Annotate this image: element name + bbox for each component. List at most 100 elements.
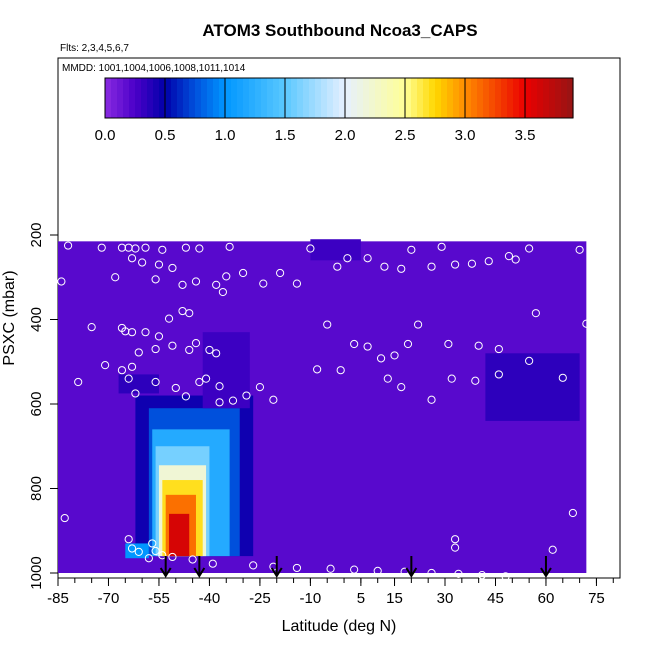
colorbar-segment bbox=[195, 78, 202, 118]
observation-point bbox=[238, 268, 248, 278]
observation-point bbox=[447, 374, 456, 383]
colorbar-segment bbox=[507, 78, 514, 118]
observation-point bbox=[127, 328, 137, 337]
colorbar-segment bbox=[309, 78, 316, 118]
observation-point bbox=[205, 345, 214, 355]
observation-point bbox=[525, 356, 534, 366]
colorbar-tick-label: 1.5 bbox=[275, 127, 296, 144]
observation-point bbox=[548, 545, 557, 554]
observation-point bbox=[494, 370, 503, 379]
colorbar-segment bbox=[513, 78, 520, 118]
x-axis: -85 -70 -55 -40 -25 -10 5 15 30 45 60 75 bbox=[47, 578, 614, 607]
colorbar-segment bbox=[537, 78, 544, 118]
x-tick-label: -10 bbox=[300, 590, 322, 607]
y-tick-label: 800 bbox=[28, 476, 45, 501]
observation-point bbox=[168, 341, 177, 350]
observation-point bbox=[208, 559, 217, 568]
flight-arrow bbox=[159, 556, 172, 578]
observation-point bbox=[350, 339, 359, 349]
observation-point bbox=[151, 344, 160, 354]
observation-point bbox=[195, 377, 204, 387]
colorbar-segment bbox=[249, 78, 256, 118]
observation-point bbox=[101, 361, 110, 370]
observation-point bbox=[363, 342, 372, 351]
colorbar-segment bbox=[495, 78, 502, 118]
colorbar-segment bbox=[423, 78, 430, 118]
colorbar-segment bbox=[561, 78, 568, 118]
observation-point bbox=[134, 547, 143, 556]
observation-point bbox=[306, 244, 315, 253]
colorbar-segment bbox=[489, 78, 496, 118]
observation-point bbox=[138, 258, 147, 267]
observation-point bbox=[97, 243, 106, 252]
observation-point bbox=[474, 341, 483, 350]
x-tick-label: 30 bbox=[437, 590, 454, 607]
observation-point bbox=[171, 383, 180, 393]
flight-arrow bbox=[193, 556, 206, 578]
colorbar-tick-label: 1.0 bbox=[215, 127, 236, 144]
heatmap-cell bbox=[202, 332, 250, 409]
observation-point bbox=[403, 339, 413, 349]
observation-point bbox=[212, 280, 221, 289]
colorbar-segment bbox=[429, 78, 436, 118]
observation-point bbox=[141, 243, 150, 252]
y-axis: 200 400 600 800 1000 bbox=[28, 222, 58, 590]
colorbar-segment bbox=[339, 78, 346, 118]
observation-point bbox=[111, 273, 120, 282]
observation-point bbox=[117, 366, 127, 375]
observation-point bbox=[168, 263, 177, 273]
colorbar-segment bbox=[483, 78, 490, 118]
y-tick-label: 600 bbox=[28, 391, 45, 416]
observation-point bbox=[195, 244, 204, 253]
observation-point bbox=[276, 268, 285, 278]
x-tick-label: 5 bbox=[357, 590, 365, 607]
observation-point bbox=[181, 243, 190, 252]
colorbar-segment bbox=[399, 78, 406, 118]
observation-point bbox=[501, 572, 510, 581]
colorbar-segment bbox=[261, 78, 268, 118]
colorbar-segment bbox=[297, 78, 304, 118]
observation-point bbox=[124, 535, 133, 544]
colorbar-segment bbox=[291, 78, 298, 118]
observation-point bbox=[376, 354, 386, 363]
heatmap-cell bbox=[125, 543, 149, 559]
x-tick-label: -55 bbox=[148, 590, 170, 607]
colorbar-segment bbox=[183, 78, 190, 118]
y-tick-label: 400 bbox=[28, 307, 45, 332]
observation-point bbox=[454, 569, 463, 578]
observation-point bbox=[131, 244, 140, 253]
observation-point bbox=[531, 309, 540, 318]
observation-point bbox=[323, 320, 332, 329]
observation-point bbox=[191, 339, 201, 348]
observation-point bbox=[212, 349, 221, 358]
y-tick-label: 200 bbox=[28, 222, 45, 247]
colorbar-segment bbox=[501, 78, 508, 118]
observation-point bbox=[181, 392, 190, 401]
observation-point bbox=[477, 571, 487, 580]
observation-point bbox=[471, 376, 480, 385]
observation-point bbox=[363, 254, 372, 263]
colorbar-segment bbox=[219, 78, 226, 118]
observation-point bbox=[225, 242, 234, 251]
colorbar-segment bbox=[213, 78, 220, 118]
observation-point bbox=[228, 396, 238, 405]
observation-point bbox=[218, 287, 227, 297]
colorbar-segment bbox=[123, 78, 130, 118]
observation-point bbox=[568, 508, 577, 518]
observation-point bbox=[127, 254, 137, 263]
observation-point bbox=[249, 561, 258, 570]
observation-point bbox=[525, 244, 534, 253]
colorbar-segment bbox=[303, 78, 310, 118]
flight-arrow bbox=[270, 556, 283, 578]
colorbar-segment bbox=[543, 78, 550, 118]
observation-point bbox=[373, 566, 382, 575]
observation-point bbox=[60, 513, 69, 523]
colorbar-segment bbox=[177, 78, 184, 118]
observation-point bbox=[242, 391, 251, 400]
observation-point bbox=[504, 252, 514, 261]
colorbar-segment bbox=[345, 78, 352, 118]
colorbar-segment bbox=[447, 78, 454, 118]
colorbar-segment bbox=[417, 78, 424, 118]
flight-arrow bbox=[405, 556, 418, 578]
